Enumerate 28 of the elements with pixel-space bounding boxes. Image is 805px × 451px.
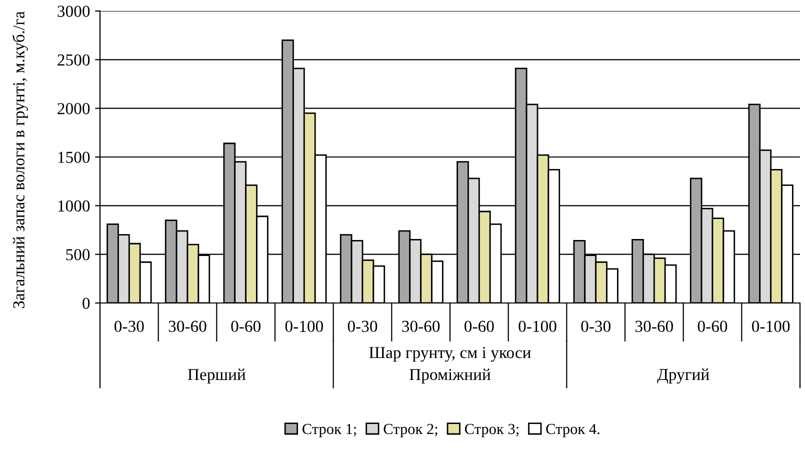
text: Проміжний (410, 368, 491, 384)
text: Перший (188, 368, 246, 384)
x-tick-label: 0-30 (114, 320, 144, 332)
x-tick-label: 30-60 (402, 320, 440, 332)
y-tick-label: 3000 (58, 6, 90, 17)
x-tick-label: 0-60 (698, 320, 728, 332)
x-tick-label: 0-100 (518, 320, 556, 332)
y-tick-label: 0 (82, 298, 90, 309)
x-axis-title: Шар грунту, см і укоси (369, 347, 531, 362)
x-tick-label: 30-60 (168, 320, 206, 332)
x-tick-label: 0-60 (464, 320, 494, 332)
x-tick-label: 0-100 (285, 320, 323, 332)
y-tick-label: 2000 (58, 103, 90, 114)
x-tick-label: 0-60 (231, 320, 260, 332)
y-tick-label: 1000 (58, 200, 90, 212)
x-tick-label: 30-60 (636, 320, 673, 332)
x-tick-label: 0-30 (348, 320, 378, 332)
text: Другий (657, 368, 710, 384)
y-tick-label: 1500 (58, 152, 90, 163)
y-tick-label: 2500 (58, 54, 90, 66)
x-tick-label: 0-30 (581, 320, 610, 332)
x-tick-label: 0-100 (752, 320, 790, 332)
legend-label: Строк 3; (464, 424, 518, 438)
legend-label: Строк 1; (302, 424, 356, 438)
y-axis-title: Загальний запас вологи в грунті, м.куб./га (12, 11, 28, 308)
legend-label: Строк 4. (546, 424, 600, 438)
legend-label: Строк 2; (384, 424, 438, 438)
y-tick-label: 500 (66, 249, 90, 260)
